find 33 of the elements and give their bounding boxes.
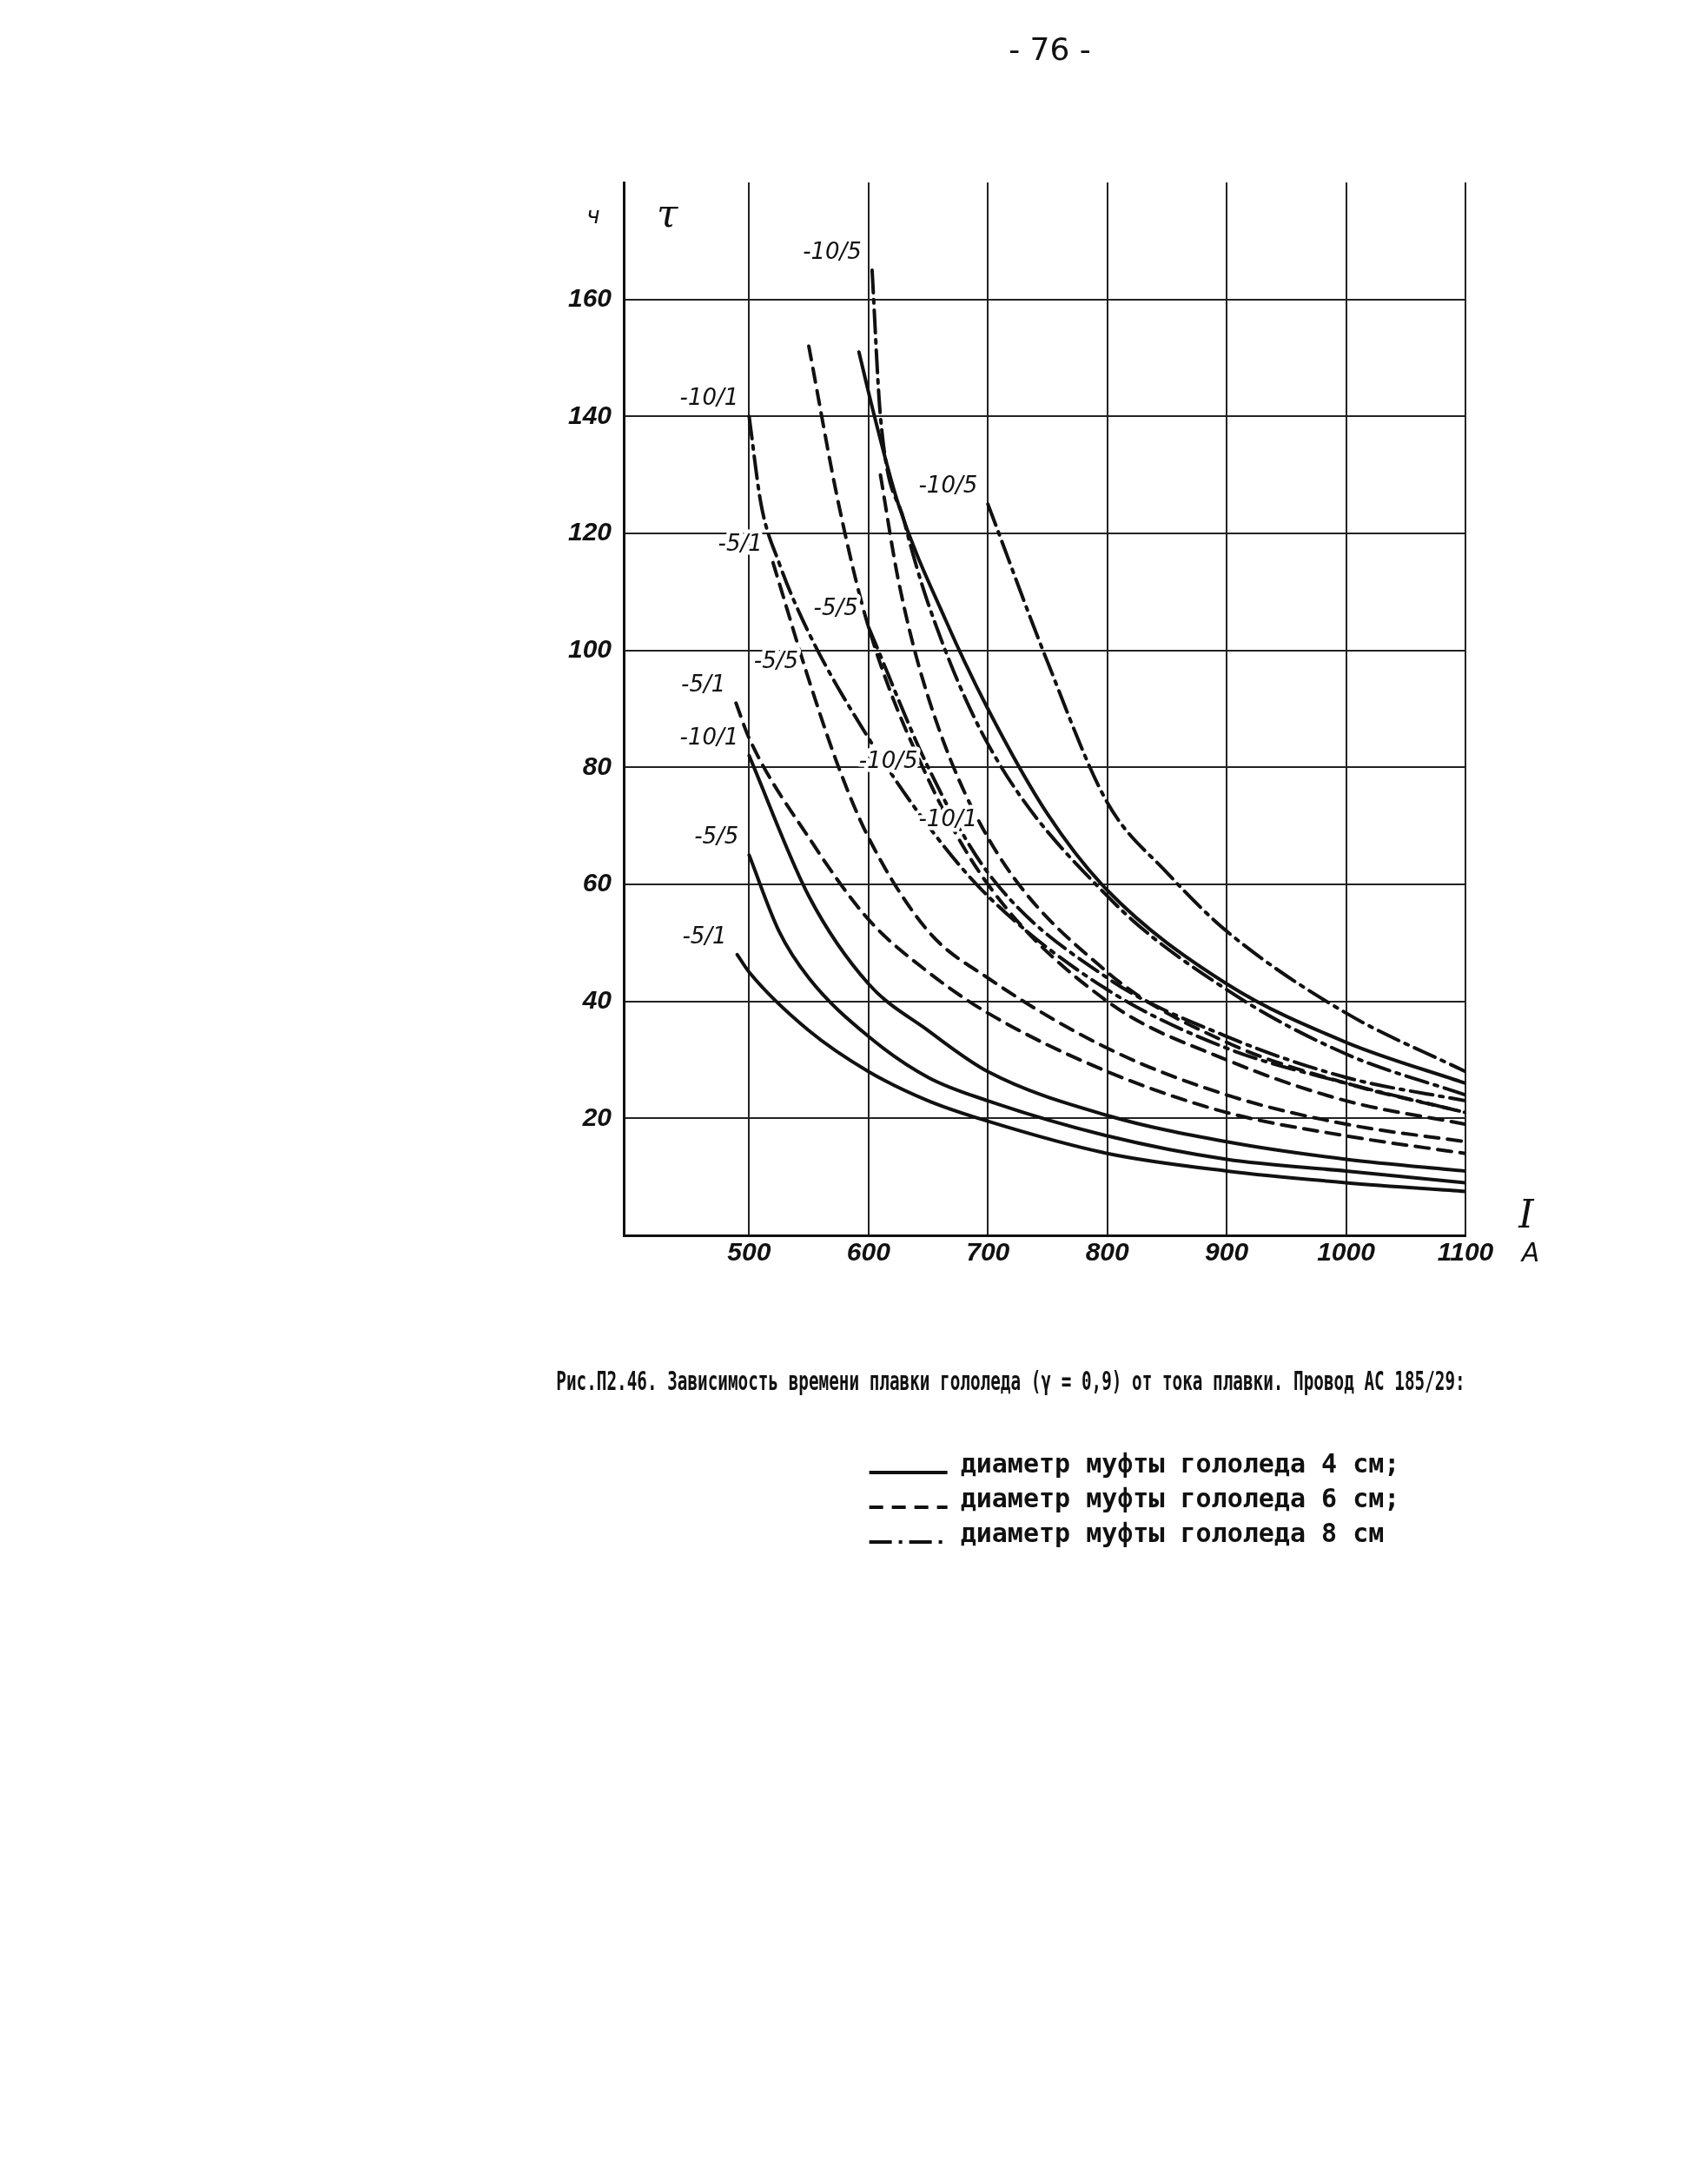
y-tick-label: 80 xyxy=(582,751,612,780)
text: Рис.П2.46. Зависимость времени плавки гололеда (γ = 0,9) от тока плавки. Провод АС 185/29: xyxy=(556,1366,1465,1396)
legend-label: диаметр муфты гололеда 6 см; xyxy=(960,1482,1400,1513)
annotation: -10/5 xyxy=(803,237,862,264)
x-tick-label: 1000 xyxy=(1317,1237,1376,1267)
x-tick-label: 900 xyxy=(1205,1237,1249,1267)
x-tick-label: 800 xyxy=(1085,1237,1130,1267)
annotation: -5/1 xyxy=(682,922,727,949)
text: ч xyxy=(586,202,600,228)
y-tick-label: 40 xyxy=(581,984,612,1014)
annotation: -10/1 xyxy=(679,723,739,750)
annotation: -5/5 xyxy=(694,823,739,850)
annotation: -10/5 xyxy=(918,472,978,499)
y-axis-title: τ xyxy=(656,191,678,236)
text: - 76 - xyxy=(1009,31,1091,68)
annotation: -5/1 xyxy=(681,671,726,698)
y-tick-label: 140 xyxy=(567,400,612,429)
x-tick-label: 500 xyxy=(727,1237,771,1267)
x-tick-label: 1100 xyxy=(1437,1237,1494,1267)
x-tick-label: 700 xyxy=(966,1237,1010,1267)
text: А xyxy=(1519,1236,1540,1267)
annotation: -5/5 xyxy=(813,594,858,621)
y-tick-label: 60 xyxy=(582,868,612,897)
legend-label: диаметр муфты гололеда 8 см xyxy=(960,1517,1385,1548)
y-tick-label: 120 xyxy=(567,517,612,546)
x-axis-title: I xyxy=(1518,1192,1536,1237)
y-tick-label: 20 xyxy=(581,1102,612,1131)
y-tick-label: 100 xyxy=(567,633,612,663)
legend-label: диаметр муфты гололеда 4 см; xyxy=(960,1447,1400,1479)
annotation: -5/5 xyxy=(753,647,799,674)
annotation: -10/1 xyxy=(679,384,739,411)
x-tick-label: 600 xyxy=(846,1237,891,1267)
y-tick-label: 160 xyxy=(567,282,612,312)
